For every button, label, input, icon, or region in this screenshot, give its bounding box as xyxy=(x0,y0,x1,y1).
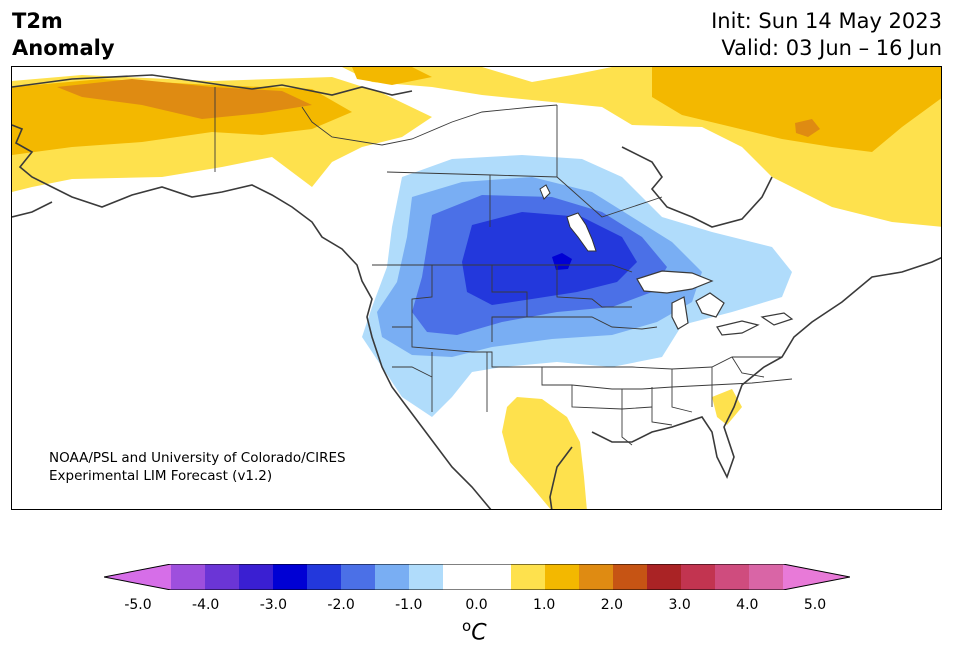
colorbar-segment xyxy=(783,564,850,590)
lake-manitoba xyxy=(539,184,551,200)
colorbar-segment xyxy=(205,564,240,590)
colorbar-segment xyxy=(681,564,716,590)
credit-text: NOAA/PSL and University of Colorado/CIRE… xyxy=(49,449,346,485)
valid-date: Valid: 03 Jun – 16 Jun xyxy=(721,36,942,60)
colorbar-segment xyxy=(613,564,648,590)
colorbar-tick-label: -2.0 xyxy=(327,597,355,613)
unit-letter: C xyxy=(471,620,487,646)
warm-anomaly-arctic-isle xyxy=(352,67,432,85)
colorbar-segment xyxy=(307,564,342,590)
colorbar-tick-label: -4.0 xyxy=(192,597,220,613)
colorbar-tick-label: 0.0 xyxy=(465,597,488,613)
colorbar-tick-label: -1.0 xyxy=(395,597,423,613)
map-title: T2m Anomaly xyxy=(12,8,115,62)
colorbar-tick-label: 2.0 xyxy=(600,597,624,613)
colorbar-segment xyxy=(239,564,274,590)
colorbar-tick-label: -3.0 xyxy=(259,597,288,613)
colorbar-unit-label: oC xyxy=(462,617,487,645)
unit-superscript: o xyxy=(462,617,472,635)
colorbar-segment xyxy=(341,564,376,590)
colorbar-ticks: -5.0 -4.0 -3.0 -2.0 -1.0 0.0 1.0 2.0 3.0 4.0 5.0 xyxy=(0,597,953,617)
warm-anomaly-arctic-core xyxy=(652,67,941,152)
warm-anomaly-arctic-spot xyxy=(795,119,820,137)
colorbar xyxy=(104,564,850,590)
map-panel xyxy=(11,66,942,510)
colorbar-segment xyxy=(715,564,750,590)
colorbar-segment xyxy=(375,564,410,590)
colorbar-segment xyxy=(273,564,308,590)
colorbar-segment xyxy=(579,564,614,590)
colorbar-segments xyxy=(104,564,850,590)
colorbar-segment xyxy=(647,564,682,590)
title-line-1: T2m xyxy=(12,9,63,33)
colorbar-tick-label: 1.0 xyxy=(533,597,556,613)
credit-line-1: NOAA/PSL and University of Colorado/CIRE… xyxy=(49,450,346,466)
colorbar-segment xyxy=(477,564,512,590)
warm-anomaly-alaska-peak xyxy=(57,79,312,119)
coastlines xyxy=(12,74,941,509)
colorbar-tick-label: 5.0 xyxy=(803,597,827,613)
warm-anomaly-carolina xyxy=(712,389,742,425)
init-date: Init: Sun 14 May 2023 xyxy=(711,9,942,33)
colorbar-tick-label: -5.0 xyxy=(124,597,152,613)
forecast-dates: Init: Sun 14 May 2023 Valid: 03 Jun – 16… xyxy=(711,8,942,62)
title-line-2: Anomaly xyxy=(12,36,115,60)
political-boundaries xyxy=(214,87,793,446)
colorbar-segment xyxy=(545,564,580,590)
warm-anomaly-texas xyxy=(502,397,587,509)
colorbar-tick-label: 4.0 xyxy=(736,597,759,613)
anomaly-map xyxy=(12,67,941,509)
colorbar-segment xyxy=(409,564,444,590)
cool-anomaly-core xyxy=(462,212,637,305)
great-lakes xyxy=(636,270,794,336)
colorbar-tick-label: 3.0 xyxy=(668,597,691,613)
colorbar-segment xyxy=(104,564,171,590)
colorbar-segment xyxy=(171,564,206,590)
lake-winnipeg xyxy=(566,212,597,252)
credit-line-2: Experimental LIM Forecast (v1.2) xyxy=(49,468,273,484)
colorbar-segment xyxy=(511,564,546,590)
colorbar-segment xyxy=(749,564,784,590)
colorbar-segment xyxy=(443,564,478,590)
